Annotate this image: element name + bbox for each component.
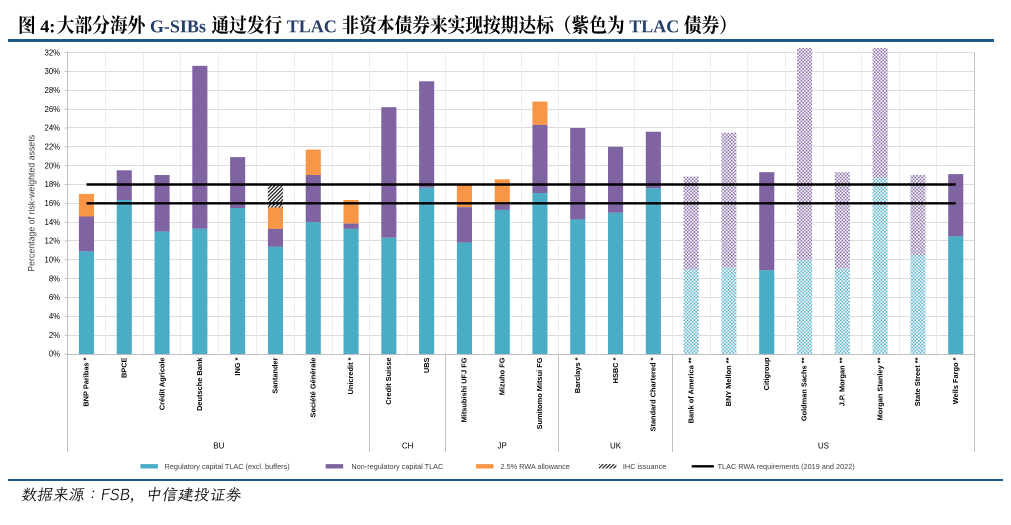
- svg-text:4%: 4%: [49, 312, 60, 321]
- svg-text:2%: 2%: [49, 331, 60, 340]
- svg-text:30%: 30%: [44, 67, 60, 76]
- svg-text:2.5% RWA allowance: 2.5% RWA allowance: [501, 462, 570, 471]
- svg-text:JP: JP: [498, 442, 507, 451]
- svg-text:20%: 20%: [44, 161, 60, 170]
- svg-text:HSBC *: HSBC *: [611, 357, 620, 383]
- svg-text:Citigroup: Citigroup: [762, 357, 771, 390]
- svg-text:Santander: Santander: [271, 357, 280, 393]
- svg-text:14%: 14%: [44, 218, 60, 227]
- svg-text:6%: 6%: [49, 293, 60, 302]
- svg-text:Goldman Sachs **: Goldman Sachs **: [800, 357, 809, 421]
- svg-text:BU: BU: [213, 442, 224, 451]
- svg-text:TLAC RWA requirements (2019 an: TLAC RWA requirements (2019 and 2022): [718, 462, 855, 471]
- svg-text:Standard Chartered *: Standard Chartered *: [649, 357, 658, 431]
- svg-text:BNP Paribas *: BNP Paribas *: [82, 357, 91, 406]
- svg-text:26%: 26%: [44, 105, 60, 114]
- svg-text:10%: 10%: [44, 256, 60, 265]
- svg-text:State Street **: State Street **: [913, 357, 922, 406]
- svg-text:24%: 24%: [44, 124, 60, 133]
- svg-text:32%: 32%: [44, 48, 60, 57]
- svg-text:Regulatory capital TLAC (excl.: Regulatory capital TLAC (excl. buffers): [165, 462, 290, 471]
- svg-text:IHC issuance: IHC issuance: [623, 462, 666, 471]
- svg-text:Wells Fargo *: Wells Fargo *: [951, 357, 960, 404]
- svg-text:UK: UK: [610, 442, 622, 451]
- svg-text:Unicredit *: Unicredit *: [346, 357, 355, 394]
- svg-text:Mitsubishi UFJ FG: Mitsubishi UFJ FG: [460, 357, 469, 422]
- svg-text:Morgan Stanley **: Morgan Stanley **: [875, 357, 884, 420]
- svg-text:0%: 0%: [49, 350, 60, 359]
- svg-text:16%: 16%: [44, 199, 60, 208]
- svg-text:28%: 28%: [44, 86, 60, 95]
- svg-text:US: US: [818, 442, 829, 451]
- svg-text:Non-regulatory capital TLAC: Non-regulatory capital TLAC: [351, 462, 443, 471]
- svg-text:Barclays *: Barclays *: [573, 357, 582, 393]
- svg-text:Bank of America **: Bank of America **: [686, 357, 695, 423]
- svg-text:Deutsche Bank: Deutsche Bank: [195, 357, 204, 411]
- svg-text:12%: 12%: [44, 237, 60, 246]
- svg-text:22%: 22%: [44, 143, 60, 152]
- svg-text:CH: CH: [402, 442, 414, 451]
- svg-text:BPCE: BPCE: [120, 357, 129, 378]
- svg-text:8%: 8%: [49, 274, 60, 283]
- svg-text:BNY Mellon **: BNY Mellon **: [724, 357, 733, 406]
- svg-text:Credit Suisse: Credit Suisse: [384, 358, 393, 405]
- svg-text:J.P. Morgan **: J.P. Morgan **: [838, 357, 847, 406]
- svg-text:Sumitomo Mitsui FG: Sumitomo Mitsui FG: [535, 357, 544, 429]
- svg-text:ING *: ING *: [233, 357, 242, 375]
- svg-text:Mizuho FG: Mizuho FG: [497, 357, 506, 395]
- svg-text:Crédit Agricole: Crédit Agricole: [157, 358, 166, 411]
- svg-text:18%: 18%: [44, 180, 60, 189]
- svg-text:Percentage of risk-weighted as: Percentage of risk-weighted assets: [27, 134, 37, 272]
- svg-text:Société Générale: Société Générale: [308, 358, 317, 418]
- svg-text:UBS: UBS: [422, 357, 431, 373]
